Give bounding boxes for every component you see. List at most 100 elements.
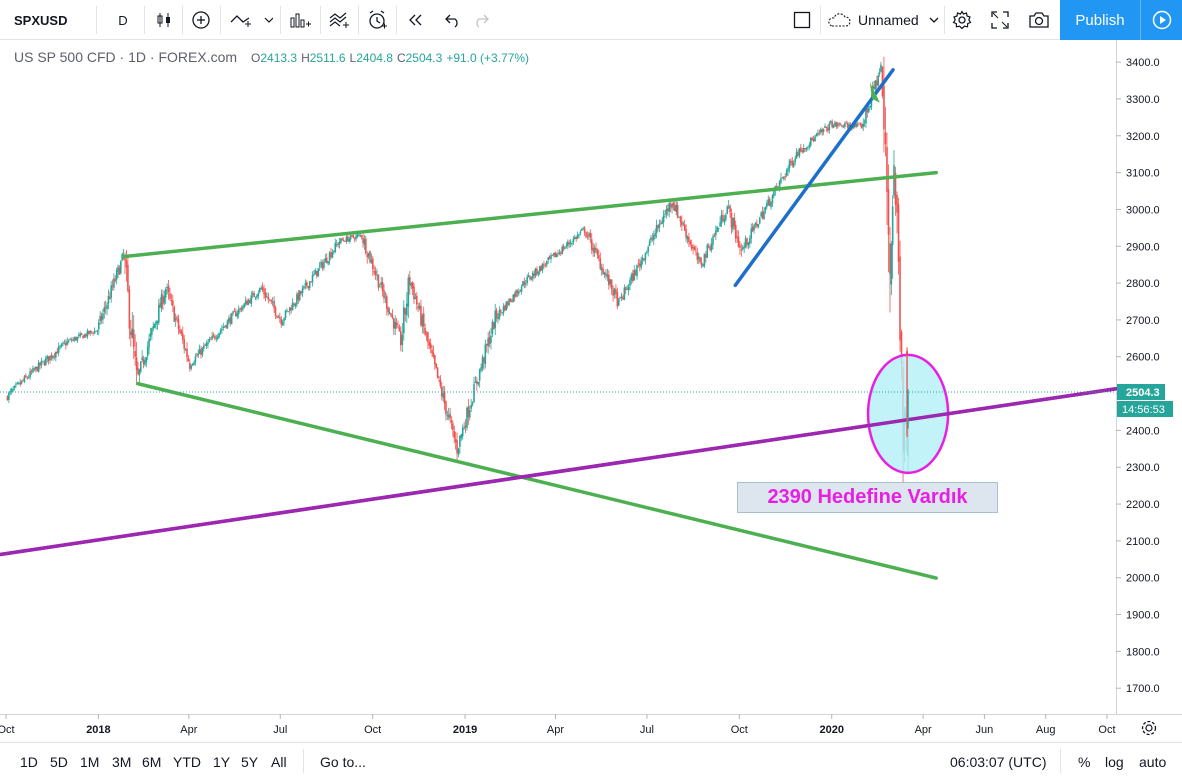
candle xyxy=(552,252,555,258)
candle xyxy=(187,355,190,362)
symbol-search[interactable]: SPXUSD xyxy=(14,12,68,28)
bar-replay-icon[interactable] xyxy=(402,0,430,40)
candle xyxy=(841,124,843,128)
drawings[interactable] xyxy=(0,68,1118,580)
range-button-5d[interactable]: 5D xyxy=(50,754,68,770)
financials-icon[interactable] xyxy=(286,0,314,40)
range-button-ytd[interactable]: YTD xyxy=(173,754,201,770)
candle xyxy=(692,243,694,255)
candle xyxy=(431,344,433,357)
select-rectangle-icon[interactable] xyxy=(788,0,816,40)
candle xyxy=(131,312,134,339)
candle xyxy=(733,212,736,230)
layout-menu[interactable]: Unnamed xyxy=(826,0,944,40)
alert-icon[interactable] xyxy=(364,0,390,40)
play-icon[interactable] xyxy=(1140,0,1182,40)
range-button-6m[interactable]: 6M xyxy=(142,754,162,770)
utc-clock[interactable]: 06:03:07 (UTC) xyxy=(950,754,1047,770)
candle xyxy=(562,243,565,252)
chart-type-candles-icon[interactable] xyxy=(150,0,178,40)
candle xyxy=(889,226,891,313)
candle xyxy=(274,305,277,319)
redo-icon[interactable] xyxy=(468,0,494,40)
candle xyxy=(80,332,83,336)
goto-date-button[interactable]: Go to... xyxy=(320,754,366,770)
candle xyxy=(13,385,16,391)
candle xyxy=(249,298,251,304)
candle xyxy=(60,342,63,348)
price-axis[interactable]: 3400.0 3300.0 3200.0 3100.0 3000.0 2900.0 2800… xyxy=(1116,57,1160,695)
candle xyxy=(153,323,156,329)
time-tick-label: Jul xyxy=(640,724,654,736)
range-button-all[interactable]: All xyxy=(271,754,287,770)
candle xyxy=(163,290,166,306)
candle xyxy=(307,286,310,291)
candle xyxy=(138,368,141,383)
publish-button[interactable]: Publish xyxy=(1060,0,1140,40)
candle xyxy=(152,321,155,332)
candle xyxy=(606,268,609,282)
percent-scale-toggle[interactable]: % xyxy=(1078,754,1091,770)
axis-settings-gear-icon[interactable] xyxy=(1141,720,1157,736)
candle xyxy=(283,317,285,326)
range-button-1m[interactable]: 1M xyxy=(80,754,100,770)
candle xyxy=(362,231,364,248)
candle xyxy=(374,266,377,280)
candle xyxy=(716,226,719,233)
candle xyxy=(193,360,195,366)
candle xyxy=(65,339,67,350)
green-trendline[interactable] xyxy=(121,170,938,259)
candle xyxy=(812,135,815,143)
candle xyxy=(139,360,142,374)
range-button-5y[interactable]: 5Y xyxy=(241,754,259,770)
candle xyxy=(320,259,322,269)
green-trendline[interactable] xyxy=(135,381,938,580)
legend-low-label: L xyxy=(349,51,357,65)
candle xyxy=(244,296,247,307)
candle xyxy=(6,395,9,401)
undo-icon[interactable] xyxy=(440,0,466,40)
annotation-callout[interactable]: 2390 Hedefine Vardık xyxy=(737,482,998,513)
candle xyxy=(650,234,652,243)
range-button-1y[interactable]: 1Y xyxy=(213,754,231,770)
candle xyxy=(477,381,480,387)
compare-add-icon[interactable] xyxy=(188,0,214,40)
candle xyxy=(314,268,317,275)
gear-icon[interactable] xyxy=(948,0,976,40)
candle xyxy=(480,363,482,373)
price-tick-label: 1800.0 xyxy=(1126,646,1160,658)
fullscreen-icon[interactable] xyxy=(986,0,1014,40)
candle xyxy=(637,259,640,268)
candle xyxy=(333,250,335,255)
layout-name: Unnamed xyxy=(858,12,919,28)
toolbar-divider xyxy=(220,6,221,34)
auto-scale-toggle[interactable]: auto xyxy=(1139,754,1167,770)
time-tick-label: Apr xyxy=(915,724,932,736)
candle xyxy=(876,75,878,90)
last-price-label: 2504.3 xyxy=(1126,387,1160,399)
blue-trendline[interactable] xyxy=(733,68,895,288)
candle xyxy=(706,243,709,259)
camera-icon[interactable] xyxy=(1024,0,1054,40)
range-button-1d[interactable]: 1D xyxy=(20,754,38,770)
candle xyxy=(266,292,268,299)
price-tick-label: 3200.0 xyxy=(1126,131,1160,143)
candle xyxy=(491,319,494,338)
candle xyxy=(106,302,108,316)
candle xyxy=(271,297,274,307)
time-axis[interactable]: Oct 2018 Apr Jul Oct 2019 Apr Jul Oct 2020 Apr Jun A… xyxy=(0,714,1116,736)
candle xyxy=(456,432,458,461)
candle xyxy=(481,354,484,372)
candle xyxy=(438,376,440,383)
candle xyxy=(519,289,521,293)
templates-icon[interactable] xyxy=(326,0,352,40)
interval-selector[interactable]: D xyxy=(118,12,128,28)
candle xyxy=(824,123,826,129)
candle xyxy=(204,343,206,347)
candle xyxy=(705,251,707,263)
log-scale-toggle[interactable]: log xyxy=(1105,754,1124,770)
indicators-icon[interactable] xyxy=(226,0,276,40)
candle xyxy=(207,339,209,349)
range-button-3m[interactable]: 3M xyxy=(112,754,132,770)
